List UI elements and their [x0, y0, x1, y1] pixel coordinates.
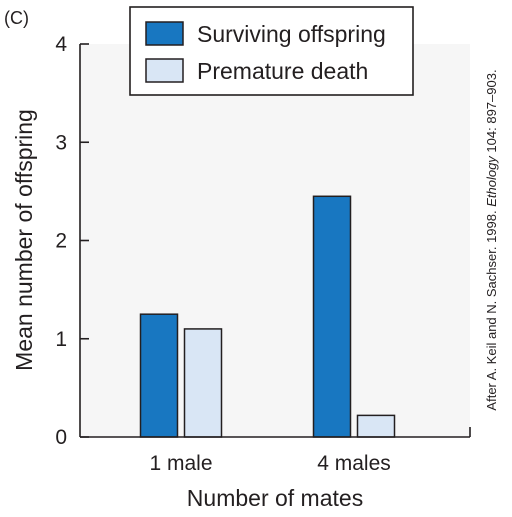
legend: Surviving offspring Premature death	[129, 6, 414, 96]
legend-swatch-surviving-offspring	[145, 21, 184, 46]
y-tick-label-2: 2	[55, 230, 67, 253]
legend-swatch-premature-death	[145, 58, 184, 83]
bar-surviving-offspring-4-males	[312, 195, 352, 438]
x-ticks-group: 1 male 4 males	[149, 452, 390, 475]
y-ticks-group: 0 1 2 3 4	[55, 33, 89, 449]
bar-premature-death-4-males	[356, 414, 396, 438]
source-note-authors: After A. Keil and N. Sachser. 1998.	[484, 207, 499, 411]
plot-background	[80, 44, 470, 437]
legend-label-surviving-offspring: Surviving offspring	[197, 21, 386, 47]
legend-label-premature-death: Premature death	[197, 58, 368, 84]
y-tick-label-0: 0	[55, 426, 67, 449]
bar-surviving-offspring-1-male	[139, 313, 179, 438]
y-axis-label: Mean number of offspring	[11, 109, 37, 371]
source-note: After A. Keil and N. Sachser. 1998. Etho…	[484, 69, 499, 410]
panel-label: (C)	[4, 8, 29, 28]
x-tick-label-1-male: 1 male	[149, 452, 212, 475]
bar-premature-death-1-male	[183, 328, 223, 438]
y-tick-label-1: 1	[55, 328, 67, 351]
x-tick-label-4-males: 4 males	[317, 452, 391, 475]
source-note-journal: Ethology	[484, 155, 499, 207]
x-axis-label: Number of mates	[187, 485, 363, 511]
y-tick-label-4: 4	[55, 33, 67, 56]
bars-group	[139, 195, 396, 438]
source-note-volume: 104: 897–903.	[484, 69, 499, 156]
y-tick-label-3: 3	[55, 131, 67, 154]
